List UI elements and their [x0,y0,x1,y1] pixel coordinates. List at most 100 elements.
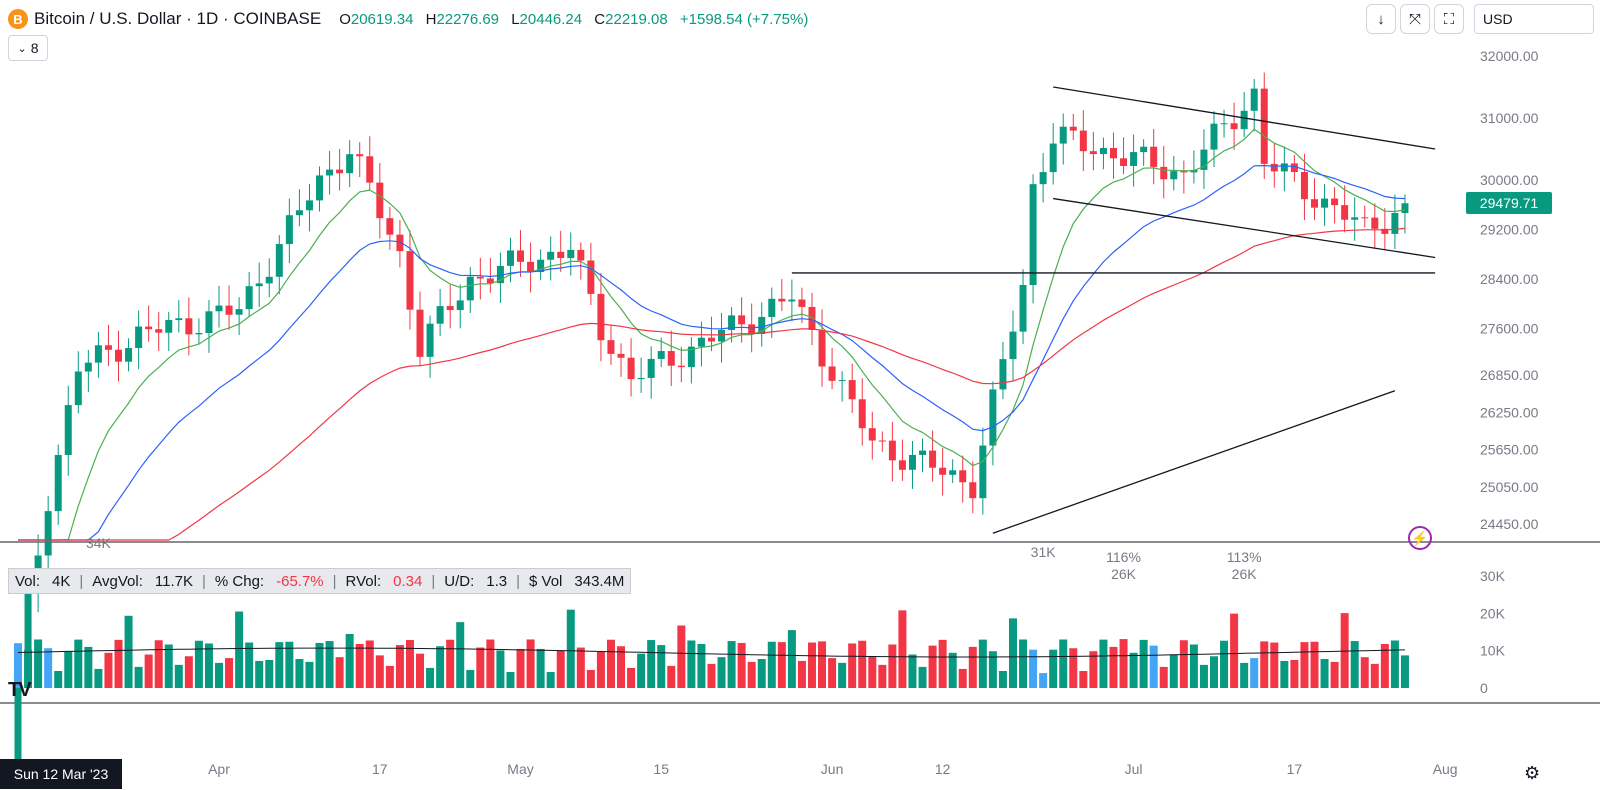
volume-bar [717,657,726,688]
candle-body [517,250,525,262]
candle-body [1270,163,1278,172]
volume-annotation: 31K [1031,544,1057,560]
candle-body [94,345,102,363]
volume-bar [466,669,475,688]
chg-label: % Chg: [214,572,265,590]
close-label: C [594,10,606,28]
volume-bar [315,642,324,688]
collapse-icon: ⤧ [1408,10,1421,28]
volume-bar [606,639,615,688]
volume-bar [988,651,997,688]
volume-bar [968,646,977,688]
volume-bar [747,661,756,688]
volume-bar [647,640,656,688]
vol-value: 4K [52,572,71,590]
indicators-toggle-button[interactable]: ⌄ 8 [8,35,48,61]
volume-bar [104,652,113,688]
currency-select[interactable]: USD [1474,4,1594,34]
volume-bar [757,659,766,688]
volume-bar [1330,661,1339,688]
candle-body [627,357,635,380]
collapse-button[interactable]: ⤧ [1400,4,1430,34]
download-button[interactable]: ↓ [1366,4,1396,34]
candle-body [396,234,404,252]
candle-body [1341,205,1349,220]
rvol-label: RVol: [345,572,382,590]
volume-bar [64,651,73,688]
candle-body [989,389,997,446]
volume-axis-label: 30K [1480,568,1506,584]
candle-body [175,318,183,321]
volume-bar [365,640,374,688]
candle-body [456,300,464,311]
volume-bar [1400,655,1409,688]
volume-bar [496,650,505,688]
candle-body [466,276,474,301]
volume-bar [777,642,786,688]
volume-bar [335,657,344,688]
candle-body [1381,228,1389,234]
candle-body [607,340,615,354]
candle-body [667,351,675,366]
time-axis-label: Jun [821,761,844,777]
ud-label: U/D: [444,572,475,590]
volume-bar [667,665,676,688]
price-axis-label: 27600.00 [1480,321,1539,337]
low-value: 20446.24 [519,10,583,28]
candle-body [115,349,123,362]
volume-bar [727,641,736,688]
rvol-value: 0.34 [393,572,423,590]
volume-bar [355,643,364,688]
candle-body [406,251,414,310]
candle-body [718,329,726,342]
candle-body [1099,147,1107,155]
symbol-header: B Bitcoin / U.S. Dollar · 1D · COINBASE … [8,6,808,32]
volume-bar [1270,642,1279,688]
volume-bar [164,644,173,688]
change-value: +1598.54 (+7.75%) [679,10,809,28]
volume-bar [285,641,294,688]
volume-bar [1209,656,1218,688]
volume-bar [1049,649,1058,688]
gear-icon[interactable]: ⚙ [1524,763,1541,783]
candle-body [1029,184,1037,285]
candle-body [285,215,293,245]
volume-bar [637,653,646,688]
candle-body [366,156,374,183]
candle-body [1210,123,1218,150]
volume-bar [828,658,837,688]
open-value: 20619.34 [350,10,414,28]
candle-body [205,311,213,334]
volume-bar [416,653,425,688]
candle-body [346,154,354,174]
tradingview-logo[interactable]: TV [8,679,32,701]
candle-body [999,359,1007,390]
candle-body [1321,198,1329,208]
symbol-title[interactable]: Bitcoin / U.S. Dollar · 1D · COINBASE [34,9,322,28]
candle-body [426,323,434,357]
volume-bar [1069,648,1078,688]
candle-body [54,454,62,512]
candle-body [949,470,957,475]
candle-body [1250,88,1258,111]
volume-bar [456,622,465,688]
candle-body [476,276,484,279]
candle-body [808,306,816,331]
candle-body [527,261,535,273]
volume-bar [1008,618,1017,688]
time-axis-label: May [507,761,533,777]
candle-body [969,482,977,499]
candle-body [1180,171,1188,173]
candle-body [617,353,625,358]
candle-body [1361,217,1369,219]
volume-bar [506,672,515,688]
candle-body [506,250,514,266]
volume-bar [958,668,967,688]
candle-body [104,345,112,350]
legend-separator: | [431,572,436,590]
fullscreen-button[interactable]: ⛶ [1434,4,1464,34]
volume-annotation: 26K [1111,566,1137,582]
lightning-icon[interactable]: ⚡ [1408,526,1432,550]
volume-bar [576,647,585,688]
